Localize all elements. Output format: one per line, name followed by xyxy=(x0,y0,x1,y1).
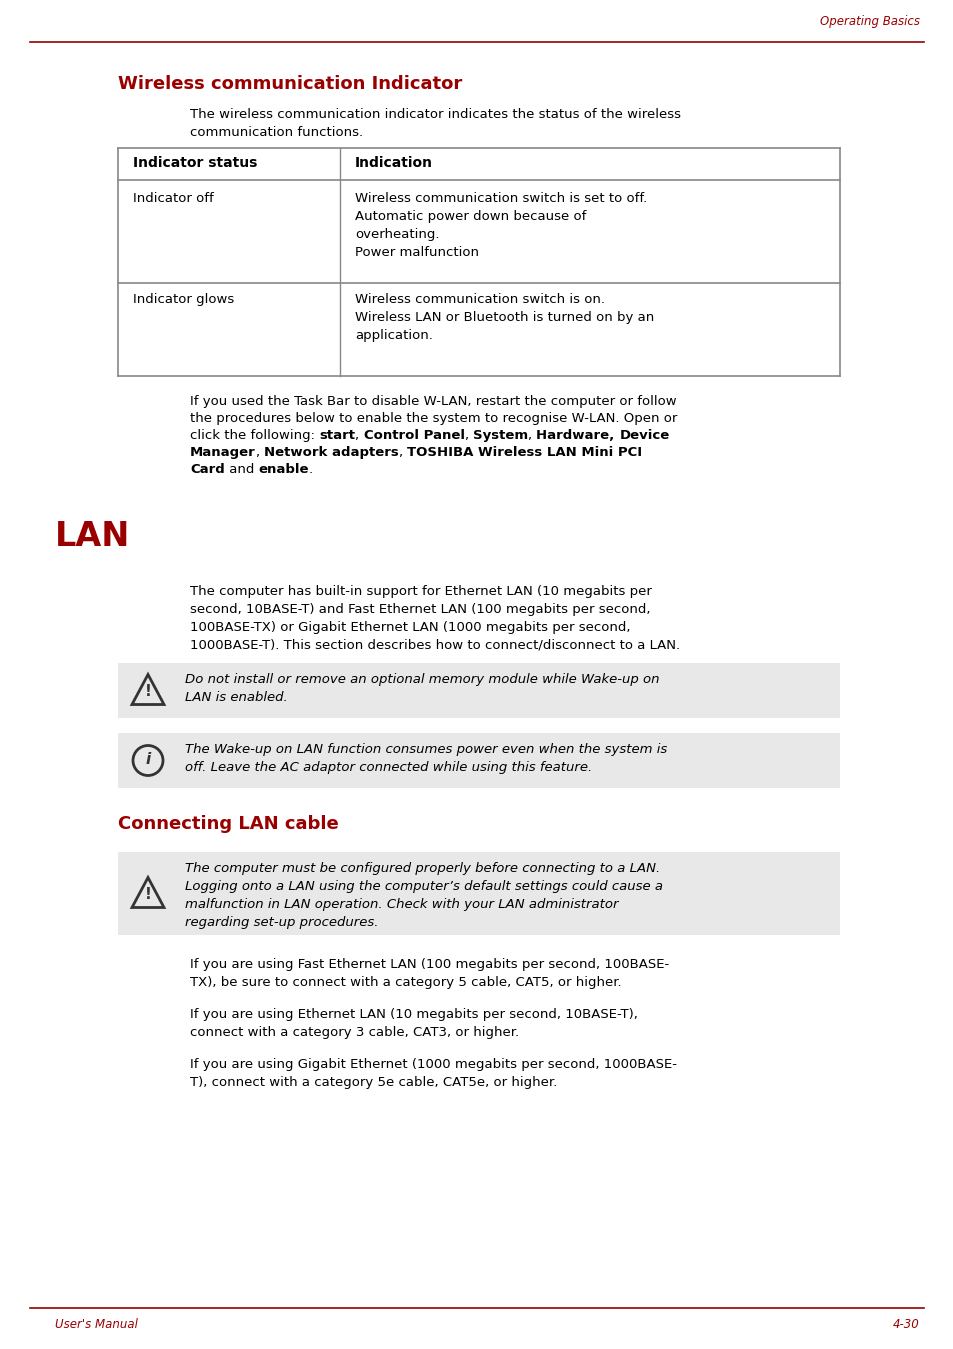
Text: If you used the Task Bar to disable W-LAN, restart the computer or follow: If you used the Task Bar to disable W-LA… xyxy=(190,395,676,407)
Text: If you are using Fast Ethernet LAN (100 megabits per second, 100BASE-
TX), be su: If you are using Fast Ethernet LAN (100 … xyxy=(190,958,669,989)
Text: Connecting LAN cable: Connecting LAN cable xyxy=(118,815,338,832)
Text: Indicator off: Indicator off xyxy=(132,192,213,205)
Text: System: System xyxy=(473,429,528,442)
Text: Indicator status: Indicator status xyxy=(132,156,257,170)
Text: The computer must be configured properly before connecting to a LAN.
Logging ont: The computer must be configured properly… xyxy=(185,862,662,929)
Text: The Wake-up on LAN function consumes power even when the system is
off. Leave th: The Wake-up on LAN function consumes pow… xyxy=(185,743,666,774)
Text: !: ! xyxy=(145,684,152,699)
Text: Indicator glows: Indicator glows xyxy=(132,293,234,306)
Text: ,: , xyxy=(398,447,407,459)
Text: ,: , xyxy=(255,447,264,459)
Text: and: and xyxy=(225,463,258,476)
Text: TOSHIBA Wireless LAN Mini PCI: TOSHIBA Wireless LAN Mini PCI xyxy=(407,447,641,459)
Text: ,: , xyxy=(355,429,363,442)
Text: Operating Basics: Operating Basics xyxy=(820,15,919,28)
Text: If you are using Ethernet LAN (10 megabits per second, 10BASE-T),
connect with a: If you are using Ethernet LAN (10 megabi… xyxy=(190,1008,638,1039)
Text: Hardware,: Hardware, xyxy=(536,429,618,442)
Text: User's Manual: User's Manual xyxy=(55,1318,138,1331)
Text: Manager: Manager xyxy=(190,447,255,459)
Text: Wireless communication switch is set to off.
Automatic power down because of
ove: Wireless communication switch is set to … xyxy=(355,192,646,259)
Text: .: . xyxy=(309,463,313,476)
Text: ,: , xyxy=(464,429,473,442)
Text: Control Panel: Control Panel xyxy=(363,429,464,442)
Text: Card: Card xyxy=(190,463,225,476)
FancyBboxPatch shape xyxy=(118,853,840,935)
Text: start: start xyxy=(319,429,355,442)
Text: ,: , xyxy=(528,429,536,442)
Text: The wireless communication indicator indicates the status of the wireless
commun: The wireless communication indicator ind… xyxy=(190,108,680,139)
Text: Network adapters: Network adapters xyxy=(264,447,398,459)
Text: i: i xyxy=(145,751,151,768)
Text: enable: enable xyxy=(258,463,309,476)
Text: the procedures below to enable the system to recognise W-LAN. Open or: the procedures below to enable the syste… xyxy=(190,411,677,425)
Text: LAN: LAN xyxy=(55,519,131,553)
Text: click the following:: click the following: xyxy=(190,429,319,442)
Text: If you are using Gigabit Ethernet (1000 megabits per second, 1000BASE-
T), conne: If you are using Gigabit Ethernet (1000 … xyxy=(190,1058,677,1089)
Text: Wireless communication switch is on.
Wireless LAN or Bluetooth is turned on by a: Wireless communication switch is on. Wir… xyxy=(355,293,654,343)
Text: The computer has built-in support for Ethernet LAN (10 megabits per
second, 10BA: The computer has built-in support for Et… xyxy=(190,585,679,652)
Text: Device: Device xyxy=(618,429,669,442)
FancyBboxPatch shape xyxy=(118,662,840,718)
Text: Do not install or remove an optional memory module while Wake-up on
LAN is enabl: Do not install or remove an optional mem… xyxy=(185,673,659,704)
Text: !: ! xyxy=(145,888,152,902)
Text: Indication: Indication xyxy=(355,156,433,170)
Text: 4-30: 4-30 xyxy=(892,1318,919,1331)
Text: Wireless communication Indicator: Wireless communication Indicator xyxy=(118,76,462,93)
FancyBboxPatch shape xyxy=(118,733,840,788)
